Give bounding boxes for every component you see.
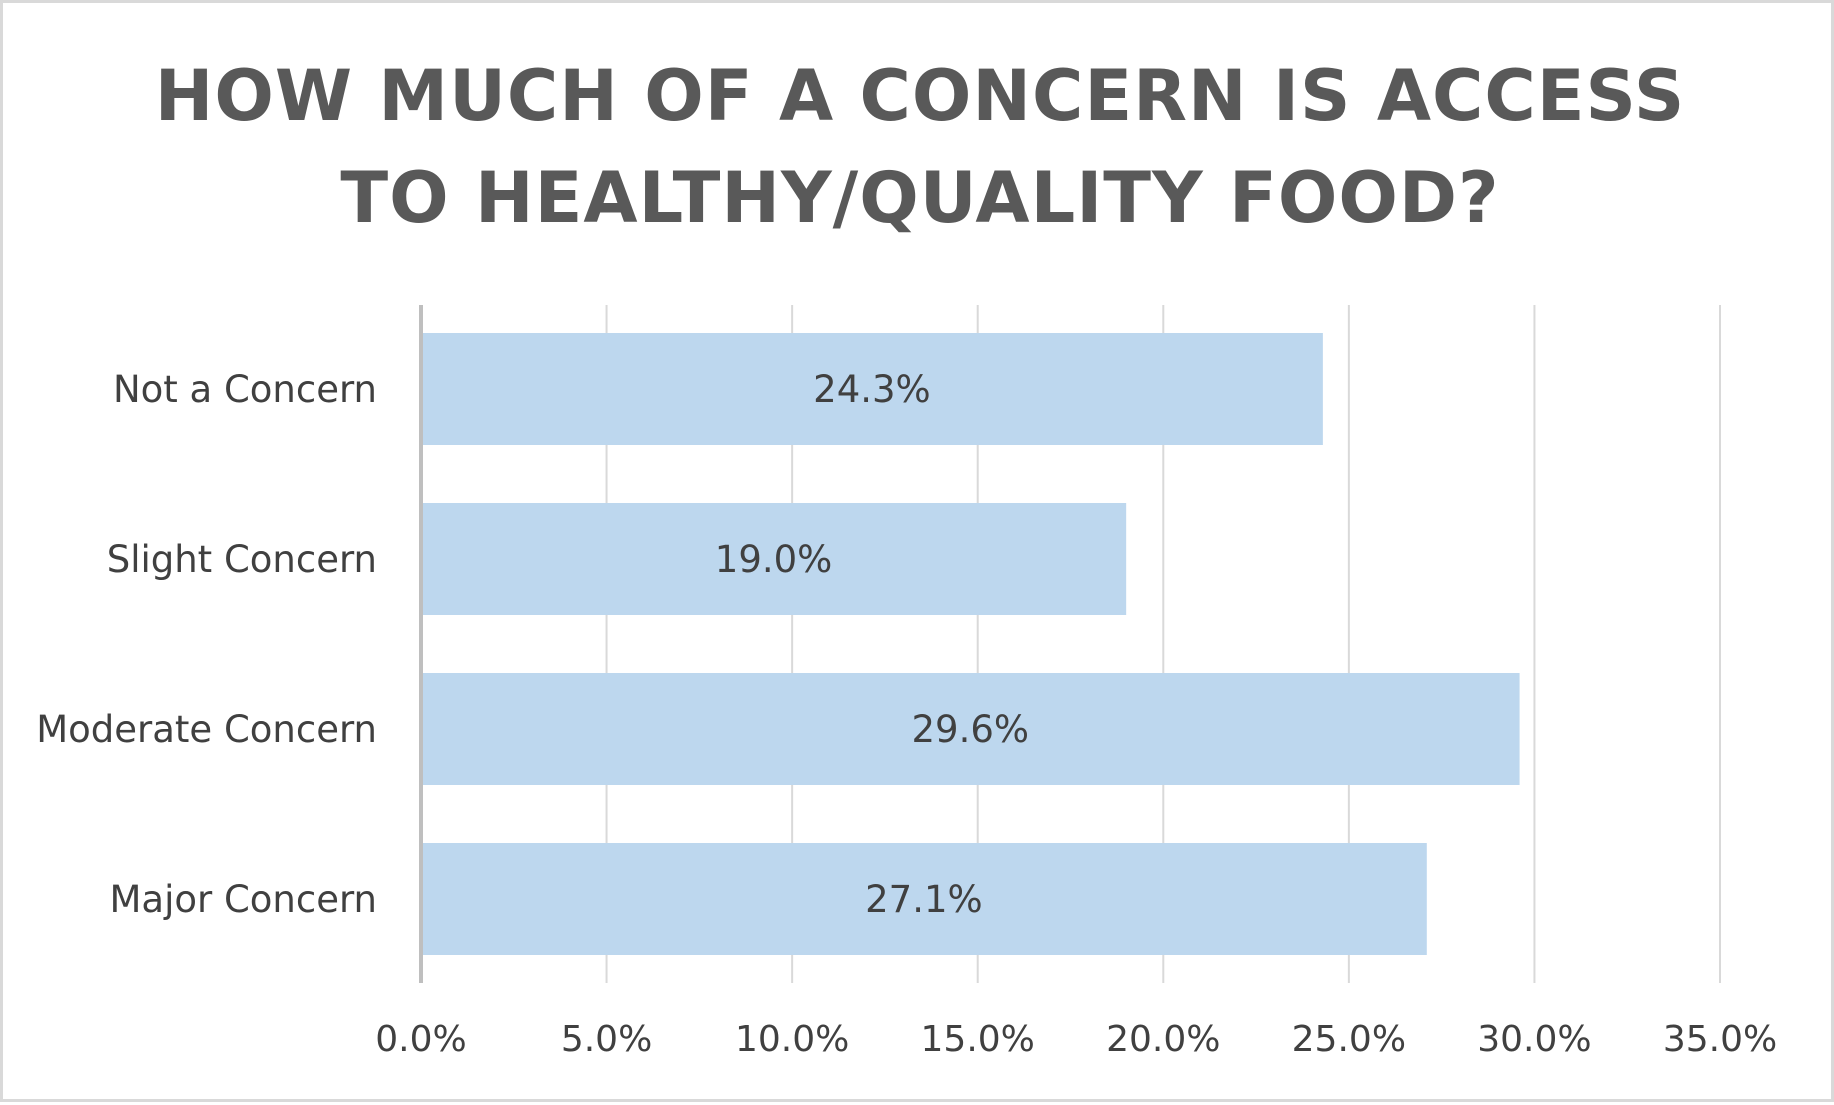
x-tick-label: 30.0% [1477,1019,1591,1060]
bar-2 [421,503,1127,615]
bars [421,333,1520,955]
chart-title: HOW MUCH OF A CONCERN IS ACCESS TO HEALT… [3,45,1834,249]
x-tick-label: 35.0% [1663,1019,1777,1060]
data-label: 19.0% [715,538,833,581]
category-label: Slight Concern [107,538,377,581]
x-tick-label: 15.0% [921,1019,1035,1060]
x-tick-label: 10.0% [735,1019,849,1060]
category-label: Moderate Concern [36,708,377,751]
category-label: Major Concern [109,878,377,921]
x-tick-label: 5.0% [561,1019,652,1060]
x-tick-label: 25.0% [1292,1019,1406,1060]
bar-3 [421,673,1520,785]
chart-title-line-1: HOW MUCH OF A CONCERN IS ACCESS [154,55,1686,137]
x-tick-label: 0.0% [375,1019,466,1060]
data-label: 24.3% [813,368,931,411]
bar-4 [421,843,1427,955]
data-label: 29.6% [912,708,1030,751]
x-tick-label: 20.0% [1106,1019,1220,1060]
data-label: 27.1% [865,878,983,921]
category-label: Not a Concern [113,368,377,411]
chart-title-line-2: TO HEALTHY/QUALITY FOOD? [340,157,1500,239]
labels: 0.0% 5.0% 10.0% 15.0% 20.0% 25.0% 30.0% 35.0% 24… [36,368,1777,1060]
bar-1 [421,333,1323,445]
bar-chart-plot: 0.0% 5.0% 10.0% 15.0% 20.0% 25.0% 30.0% 35.0% 24… [36,305,1777,1060]
